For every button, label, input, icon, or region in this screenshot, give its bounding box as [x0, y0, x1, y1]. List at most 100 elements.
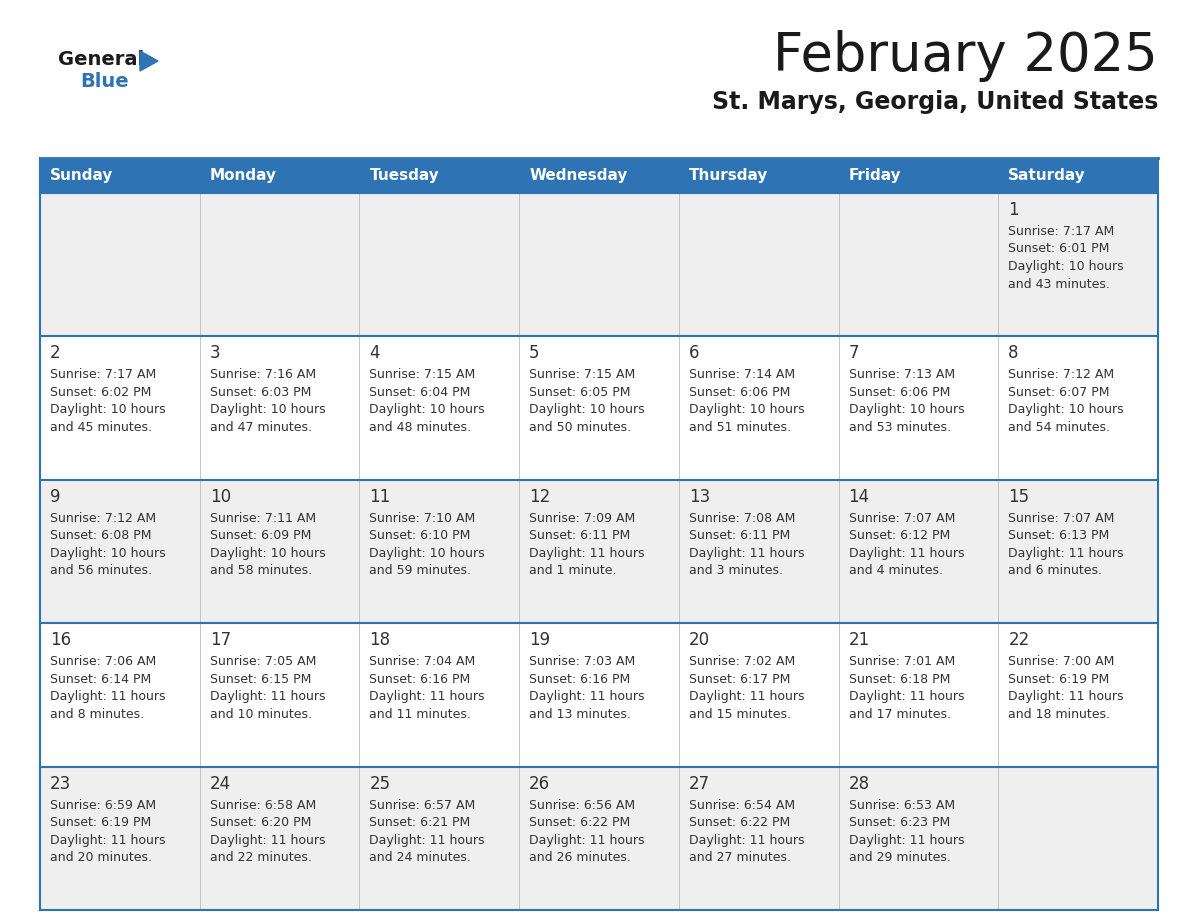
- Text: Sunrise: 7:04 AM: Sunrise: 7:04 AM: [369, 655, 475, 668]
- Text: and 4 minutes.: and 4 minutes.: [848, 565, 942, 577]
- Text: Sunset: 6:01 PM: Sunset: 6:01 PM: [1009, 242, 1110, 255]
- Text: Daylight: 10 hours: Daylight: 10 hours: [369, 403, 485, 417]
- Text: Sunrise: 6:54 AM: Sunrise: 6:54 AM: [689, 799, 795, 812]
- Text: Daylight: 10 hours: Daylight: 10 hours: [689, 403, 804, 417]
- Text: Sunset: 6:12 PM: Sunset: 6:12 PM: [848, 530, 950, 543]
- Text: Sunrise: 7:09 AM: Sunrise: 7:09 AM: [529, 512, 636, 525]
- Text: 26: 26: [529, 775, 550, 792]
- Text: Sunset: 6:03 PM: Sunset: 6:03 PM: [210, 386, 311, 399]
- Text: and 51 minutes.: and 51 minutes.: [689, 420, 791, 434]
- Text: 18: 18: [369, 632, 391, 649]
- Text: and 29 minutes.: and 29 minutes.: [848, 851, 950, 864]
- Text: Sunset: 6:15 PM: Sunset: 6:15 PM: [210, 673, 311, 686]
- Text: Daylight: 10 hours: Daylight: 10 hours: [1009, 403, 1124, 417]
- Text: and 22 minutes.: and 22 minutes.: [210, 851, 311, 864]
- Text: 25: 25: [369, 775, 391, 792]
- Text: Daylight: 11 hours: Daylight: 11 hours: [689, 547, 804, 560]
- Text: Wednesday: Wednesday: [529, 168, 627, 183]
- Text: and 13 minutes.: and 13 minutes.: [529, 708, 631, 721]
- Text: Sunset: 6:06 PM: Sunset: 6:06 PM: [689, 386, 790, 399]
- Text: St. Marys, Georgia, United States: St. Marys, Georgia, United States: [712, 90, 1158, 114]
- Text: Monday: Monday: [210, 168, 277, 183]
- Text: Daylight: 11 hours: Daylight: 11 hours: [1009, 690, 1124, 703]
- Text: Daylight: 11 hours: Daylight: 11 hours: [848, 834, 965, 846]
- Text: and 43 minutes.: and 43 minutes.: [1009, 277, 1110, 290]
- Text: 9: 9: [50, 487, 61, 506]
- Text: Daylight: 11 hours: Daylight: 11 hours: [1009, 547, 1124, 560]
- Text: 28: 28: [848, 775, 870, 792]
- Text: Sunrise: 7:15 AM: Sunrise: 7:15 AM: [369, 368, 475, 381]
- Text: and 45 minutes.: and 45 minutes.: [50, 420, 152, 434]
- Text: Sunrise: 7:15 AM: Sunrise: 7:15 AM: [529, 368, 636, 381]
- Text: Sunrise: 7:10 AM: Sunrise: 7:10 AM: [369, 512, 475, 525]
- Text: Sunset: 6:14 PM: Sunset: 6:14 PM: [50, 673, 151, 686]
- Text: Sunrise: 6:53 AM: Sunrise: 6:53 AM: [848, 799, 955, 812]
- Text: and 48 minutes.: and 48 minutes.: [369, 420, 472, 434]
- Bar: [40, 480, 1158, 623]
- Text: Saturday: Saturday: [1009, 168, 1086, 183]
- Text: and 56 minutes.: and 56 minutes.: [50, 565, 152, 577]
- Text: Sunset: 6:11 PM: Sunset: 6:11 PM: [689, 530, 790, 543]
- Text: Sunset: 6:10 PM: Sunset: 6:10 PM: [369, 530, 470, 543]
- Text: and 59 minutes.: and 59 minutes.: [369, 565, 472, 577]
- Text: Sunset: 6:02 PM: Sunset: 6:02 PM: [50, 386, 151, 399]
- Text: 4: 4: [369, 344, 380, 363]
- Text: 20: 20: [689, 632, 710, 649]
- Text: Daylight: 10 hours: Daylight: 10 hours: [50, 547, 165, 560]
- Text: and 1 minute.: and 1 minute.: [529, 565, 617, 577]
- Text: Daylight: 10 hours: Daylight: 10 hours: [529, 403, 645, 417]
- Text: Daylight: 10 hours: Daylight: 10 hours: [210, 403, 326, 417]
- Text: Daylight: 10 hours: Daylight: 10 hours: [210, 547, 326, 560]
- Bar: [40, 158, 1158, 193]
- Text: Blue: Blue: [80, 72, 128, 91]
- Text: and 47 minutes.: and 47 minutes.: [210, 420, 311, 434]
- Text: Friday: Friday: [848, 168, 902, 183]
- Text: 3: 3: [210, 344, 220, 363]
- Text: 10: 10: [210, 487, 230, 506]
- Text: Sunset: 6:22 PM: Sunset: 6:22 PM: [689, 816, 790, 829]
- Text: Sunrise: 7:17 AM: Sunrise: 7:17 AM: [50, 368, 157, 381]
- Text: Daylight: 10 hours: Daylight: 10 hours: [369, 547, 485, 560]
- Text: Daylight: 10 hours: Daylight: 10 hours: [1009, 260, 1124, 273]
- Text: and 20 minutes.: and 20 minutes.: [50, 851, 152, 864]
- Text: and 50 minutes.: and 50 minutes.: [529, 420, 631, 434]
- Text: 6: 6: [689, 344, 700, 363]
- Text: Sunset: 6:19 PM: Sunset: 6:19 PM: [50, 816, 151, 829]
- Text: Sunrise: 7:17 AM: Sunrise: 7:17 AM: [1009, 225, 1114, 238]
- Text: 14: 14: [848, 487, 870, 506]
- Text: 12: 12: [529, 487, 550, 506]
- Text: Daylight: 11 hours: Daylight: 11 hours: [689, 690, 804, 703]
- Text: Sunrise: 7:00 AM: Sunrise: 7:00 AM: [1009, 655, 1114, 668]
- Text: Daylight: 11 hours: Daylight: 11 hours: [848, 690, 965, 703]
- Text: Sunset: 6:17 PM: Sunset: 6:17 PM: [689, 673, 790, 686]
- Text: 19: 19: [529, 632, 550, 649]
- Text: 2: 2: [50, 344, 61, 363]
- Text: Daylight: 11 hours: Daylight: 11 hours: [529, 547, 645, 560]
- Text: Sunset: 6:11 PM: Sunset: 6:11 PM: [529, 530, 631, 543]
- Text: and 18 minutes.: and 18 minutes.: [1009, 708, 1111, 721]
- Text: Sunrise: 7:12 AM: Sunrise: 7:12 AM: [1009, 368, 1114, 381]
- Polygon shape: [140, 51, 158, 71]
- Text: Sunrise: 7:13 AM: Sunrise: 7:13 AM: [848, 368, 955, 381]
- Text: Sunrise: 7:12 AM: Sunrise: 7:12 AM: [50, 512, 156, 525]
- Text: 5: 5: [529, 344, 539, 363]
- Text: February 2025: February 2025: [773, 30, 1158, 82]
- Text: Sunset: 6:04 PM: Sunset: 6:04 PM: [369, 386, 470, 399]
- Text: Sunset: 6:22 PM: Sunset: 6:22 PM: [529, 816, 631, 829]
- Text: Sunrise: 6:59 AM: Sunrise: 6:59 AM: [50, 799, 156, 812]
- Text: Sunday: Sunday: [50, 168, 113, 183]
- Text: and 54 minutes.: and 54 minutes.: [1009, 420, 1111, 434]
- Text: Sunset: 6:05 PM: Sunset: 6:05 PM: [529, 386, 631, 399]
- Text: 15: 15: [1009, 487, 1030, 506]
- Text: 16: 16: [50, 632, 71, 649]
- Text: Sunset: 6:16 PM: Sunset: 6:16 PM: [369, 673, 470, 686]
- Text: Daylight: 10 hours: Daylight: 10 hours: [848, 403, 965, 417]
- Text: Sunrise: 6:56 AM: Sunrise: 6:56 AM: [529, 799, 636, 812]
- Text: Daylight: 11 hours: Daylight: 11 hours: [210, 690, 326, 703]
- Text: and 10 minutes.: and 10 minutes.: [210, 708, 311, 721]
- Text: Sunset: 6:06 PM: Sunset: 6:06 PM: [848, 386, 950, 399]
- Text: and 11 minutes.: and 11 minutes.: [369, 708, 472, 721]
- Text: Sunset: 6:23 PM: Sunset: 6:23 PM: [848, 816, 950, 829]
- Text: Sunrise: 7:06 AM: Sunrise: 7:06 AM: [50, 655, 157, 668]
- Text: Daylight: 11 hours: Daylight: 11 hours: [369, 690, 485, 703]
